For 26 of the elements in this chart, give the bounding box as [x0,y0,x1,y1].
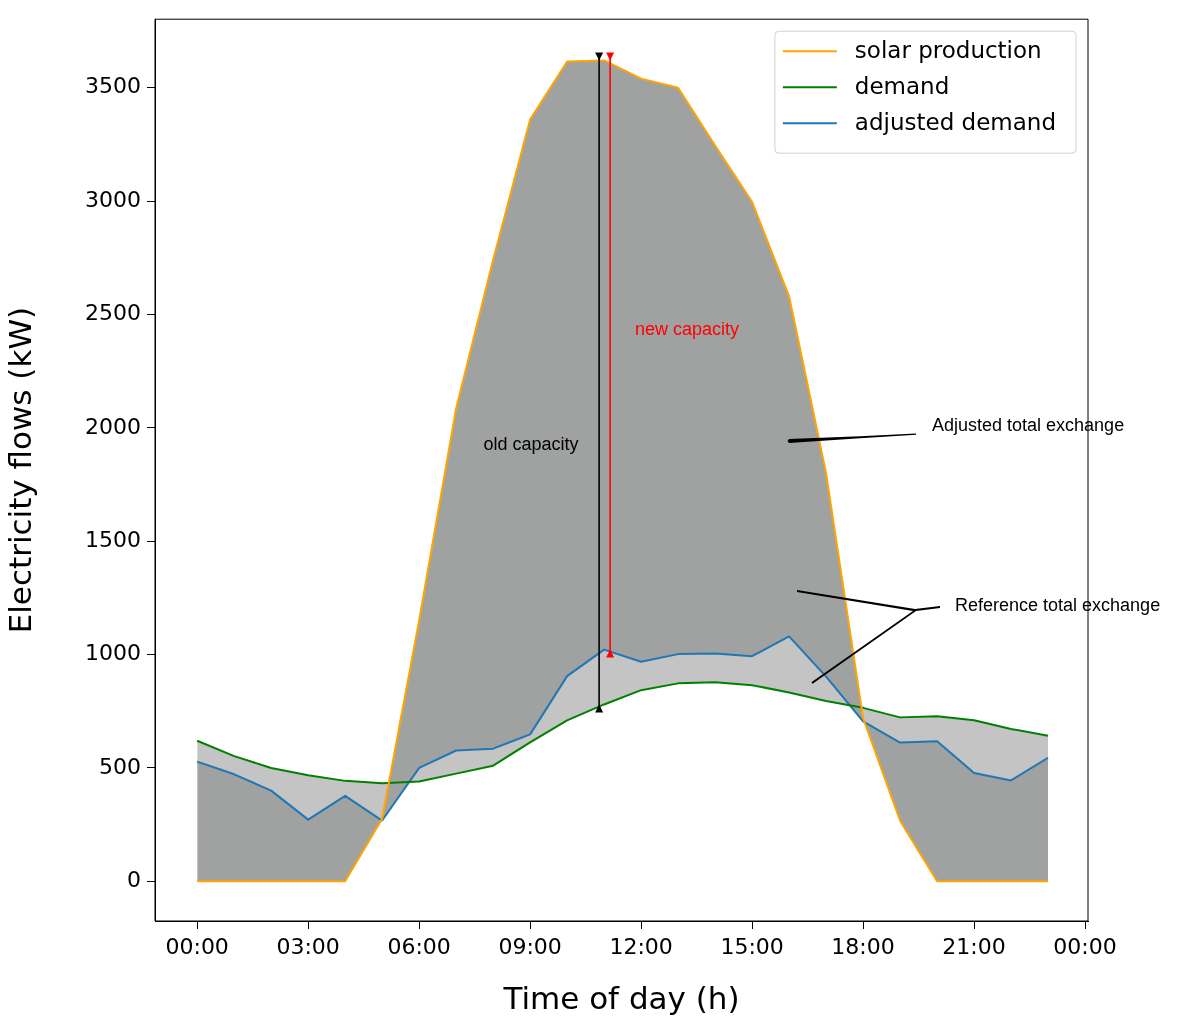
y-tick-label: 500 [99,753,141,779]
annotation: Adjusted total exchange [932,414,1125,435]
x-tick-label: 09:00 [498,933,562,959]
x-tick-label: 15:00 [720,933,784,959]
y-tick-label: 1500 [85,526,141,552]
legend-label: demand [854,73,950,100]
y-tick-label: 2000 [85,413,141,439]
y-tick-label: 2500 [85,300,141,326]
x-axis-title: Time of day (h) [502,980,740,1017]
x-tick-label: 06:00 [387,933,451,959]
x-tick-label: 00:00 [1053,933,1117,959]
annotation: new capacity [634,318,740,339]
x-tick-label: 12:00 [609,933,673,959]
x-tick-label: 00:00 [165,933,229,959]
y-tick-label: 1000 [85,640,141,666]
y-tick-label: 3000 [85,186,141,212]
x-tick-label: 18:00 [831,933,895,959]
x-tick-label: 03:00 [276,933,340,959]
legend-label: adjusted demand [854,109,1057,136]
x-tick-label: 21:00 [942,933,1006,959]
annotation: old capacity [483,433,579,454]
legend-label: solar production [854,37,1042,64]
annotation: Reference total exchange [955,594,1161,615]
y-axis-title: Electricity flows (kW) [1,306,38,634]
y-tick-label: 3500 [85,73,141,99]
y-tick-label: 0 [127,867,141,893]
